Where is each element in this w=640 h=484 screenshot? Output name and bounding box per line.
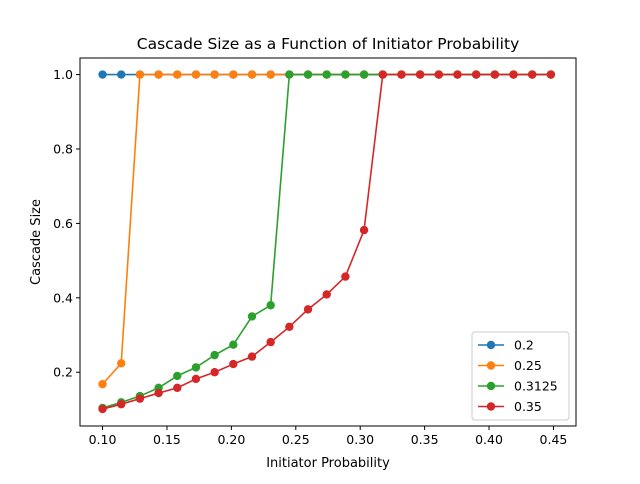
data-point [117,359,126,368]
data-point [527,70,537,79]
data-point [229,340,238,349]
legend-marker [486,340,496,350]
legend: 0.2 0.25 0.3125 0.35 [471,331,570,421]
data-point [98,70,107,79]
data-point [98,404,107,414]
legend-label: 0.2 [514,338,534,353]
legend-label: 0.35 [514,399,542,414]
data-point [117,70,126,79]
data-point [135,70,145,79]
chart-title: Cascade Size as a Function of Initiator … [137,35,520,53]
x-tick-label: 0.10 [89,432,117,447]
data-point [322,290,331,299]
data-point [434,70,443,79]
legend-marker [486,361,496,370]
data-point [247,312,257,321]
legend-marker [486,381,496,391]
y-axis-label: Cascade Size [29,199,44,285]
legend-box [471,331,570,421]
x-tick-label: 0.35 [411,432,439,447]
data-point [359,70,369,79]
legend-label: 0.25 [514,358,542,373]
data-point [266,301,275,310]
data-point [378,70,387,79]
data-point [509,70,518,79]
data-point [247,70,257,79]
x-tick-label: 0.40 [475,432,503,447]
data-point [303,305,313,314]
legend-marker [486,402,496,411]
data-point [285,322,294,332]
data-point [173,383,182,393]
data-point [415,70,425,79]
data-point [191,374,201,384]
data-point [98,379,107,389]
data-point [191,363,201,372]
x-tick-label: 0.20 [217,432,245,447]
plot-frame [79,57,577,427]
data-point [247,352,257,361]
x-axis: 0.10 0.15 0.20 0.25 0.30 0.35 0.40 0.45 [89,426,568,447]
data-point [471,70,481,79]
data-point [210,70,219,79]
data-point [359,225,369,235]
y-tick-label: 0.8 [53,141,73,156]
x-axis-label: Initiator Probability [266,456,390,471]
x-tick-label: 0.30 [346,432,374,447]
data-point [546,70,556,79]
data-point [341,70,350,79]
data-point [303,70,313,79]
plot-area [79,57,577,427]
y-tick-label: 0.2 [53,365,73,380]
series-layer [98,70,556,414]
legend-label: 0.3125 [514,379,558,394]
legend-item: 0.25 [478,358,542,373]
data-point [191,70,201,79]
y-tick-label: 0.4 [53,290,73,305]
y-tick-label: 0.6 [53,216,73,231]
data-point [229,70,238,79]
data-point [173,70,182,79]
data-point [210,350,219,360]
legend-item: 0.35 [478,399,542,414]
data-point [453,70,462,79]
y-axis: 0.2 0.4 0.6 0.8 1.0 [53,67,80,380]
series-3 [98,70,556,414]
data-point [210,368,219,377]
x-tick-label: 0.15 [153,432,181,447]
x-tick-label: 0.45 [540,432,568,447]
data-point [341,272,350,281]
data-point [266,337,275,347]
legend-item: 0.3125 [478,379,558,394]
data-point [322,70,331,79]
data-point [397,70,406,79]
data-point [154,388,163,398]
data-point [154,70,163,79]
data-point [229,359,238,369]
data-point [266,70,275,79]
data-point [173,371,182,381]
x-tick-label: 0.25 [282,432,310,447]
data-point [285,70,294,79]
legend-item: 0.2 [478,338,534,353]
data-point [135,394,145,403]
data-point [490,70,500,79]
y-tick-label: 1.0 [53,67,73,82]
data-point [117,400,126,409]
